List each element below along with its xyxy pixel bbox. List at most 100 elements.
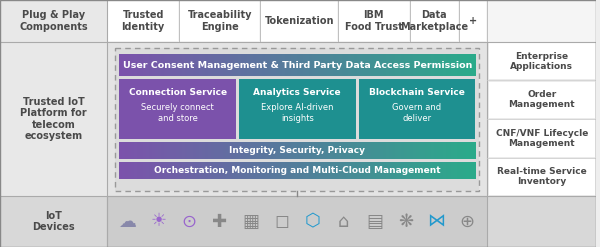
Bar [469, 142, 473, 159]
Bar [457, 142, 461, 159]
Bar [146, 162, 149, 179]
Bar [315, 142, 319, 159]
Text: ⌂: ⌂ [338, 212, 349, 230]
Bar [239, 79, 356, 139]
Bar [392, 162, 395, 179]
Bar [167, 162, 170, 179]
Bar [342, 142, 345, 159]
Bar [152, 142, 155, 159]
Bar [454, 54, 458, 76]
Bar [167, 54, 170, 76]
Bar [223, 162, 227, 179]
Bar [407, 162, 410, 179]
Bar [268, 142, 271, 159]
Bar [419, 142, 422, 159]
Bar [119, 142, 123, 159]
Bar [289, 142, 292, 159]
Bar [250, 162, 253, 179]
Bar [229, 162, 232, 179]
Bar [368, 162, 372, 179]
Bar [446, 162, 449, 179]
Bar [339, 162, 342, 179]
Bar [386, 142, 389, 159]
Bar [235, 142, 238, 159]
Bar [437, 162, 440, 179]
Bar [205, 54, 209, 76]
Bar [463, 162, 467, 179]
Bar [413, 142, 416, 159]
Bar [253, 54, 256, 76]
Bar [193, 54, 197, 76]
Bar [196, 142, 200, 159]
Bar [202, 142, 206, 159]
Text: ◻: ◻ [274, 212, 289, 230]
Bar [235, 54, 238, 76]
Text: Traceability
Engine: Traceability Engine [187, 10, 252, 32]
Bar [176, 142, 179, 159]
Text: +: + [469, 16, 477, 26]
Bar [146, 54, 149, 76]
Bar [327, 54, 331, 76]
Bar [125, 54, 128, 76]
Bar [446, 142, 449, 159]
Bar [306, 142, 310, 159]
Bar [386, 54, 389, 76]
Bar [131, 142, 134, 159]
Bar [312, 162, 316, 179]
Bar [437, 142, 440, 159]
Bar [223, 54, 227, 76]
Bar [303, 142, 307, 159]
Bar [128, 54, 131, 76]
Text: Plug & Play
Components: Plug & Play Components [19, 10, 88, 32]
Bar [356, 142, 360, 159]
Bar [277, 162, 280, 179]
Bar [330, 54, 334, 76]
Bar [306, 54, 310, 76]
Bar [229, 142, 232, 159]
Bar [410, 1, 458, 41]
Bar [119, 79, 236, 139]
Bar [134, 162, 137, 179]
Bar [309, 142, 313, 159]
Bar [176, 162, 179, 179]
Bar [330, 162, 334, 179]
Text: Data
Marketplace: Data Marketplace [400, 10, 469, 32]
Bar [122, 162, 126, 179]
Bar [463, 142, 467, 159]
Bar [309, 162, 313, 179]
Bar [327, 162, 331, 179]
Bar [226, 162, 230, 179]
Bar [489, 43, 595, 80]
Bar [137, 54, 140, 76]
Text: Tokenization: Tokenization [265, 16, 334, 26]
Bar [380, 162, 384, 179]
Bar [182, 54, 185, 76]
Bar [374, 54, 378, 76]
Bar [443, 54, 446, 76]
Bar [164, 54, 167, 76]
Bar [410, 162, 413, 179]
Bar [173, 54, 176, 76]
Bar [448, 54, 452, 76]
Bar [472, 54, 476, 76]
Bar [460, 54, 464, 76]
Bar [274, 142, 277, 159]
Bar [205, 142, 209, 159]
Bar [300, 162, 304, 179]
Bar [170, 162, 173, 179]
Bar [407, 54, 410, 76]
Bar [158, 162, 161, 179]
Bar [202, 54, 206, 76]
Text: ⊕: ⊕ [460, 212, 475, 230]
Bar [179, 142, 182, 159]
Bar [333, 142, 336, 159]
Bar [395, 54, 398, 76]
Bar [371, 142, 375, 159]
Bar [466, 162, 470, 179]
Bar [232, 54, 235, 76]
Bar [422, 54, 425, 76]
Bar [413, 54, 416, 76]
Bar [214, 162, 218, 179]
Bar [220, 142, 224, 159]
Bar [350, 142, 354, 159]
